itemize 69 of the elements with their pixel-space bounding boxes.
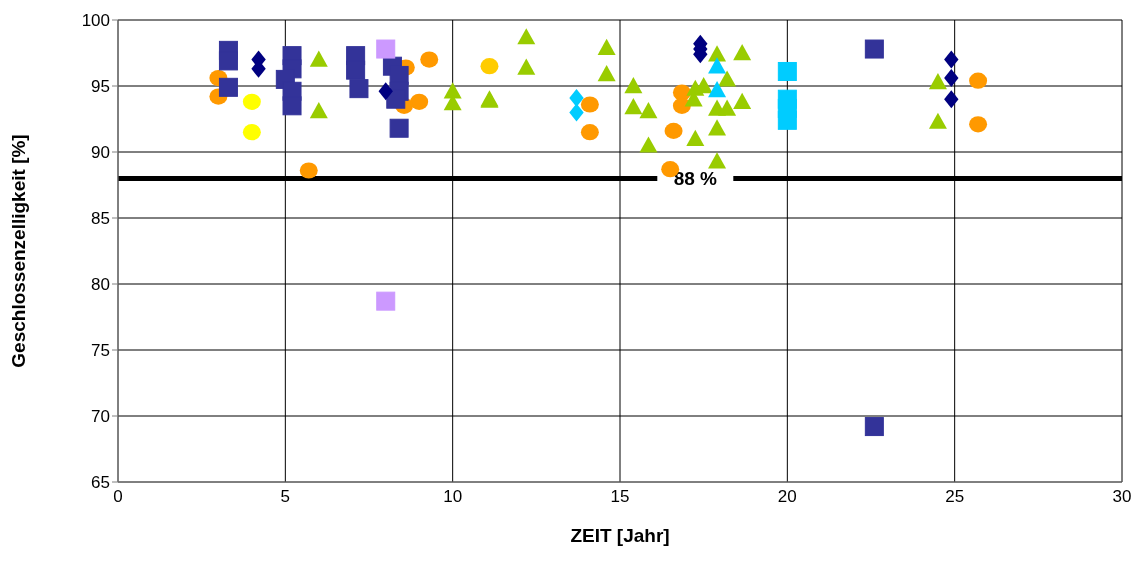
point bbox=[928, 112, 947, 129]
y-tick-label: 70 bbox=[91, 407, 110, 427]
point bbox=[389, 118, 409, 138]
x-axis-title: ZEIT [Jahr] bbox=[570, 525, 670, 546]
x-tick-label: 0 bbox=[113, 487, 123, 507]
y-tick-label: 90 bbox=[91, 143, 110, 163]
y-tick-label: 75 bbox=[91, 341, 110, 361]
point bbox=[708, 119, 727, 136]
y-axis-title: Geschlossenzelligkeit [%] bbox=[7, 134, 29, 368]
point bbox=[708, 45, 727, 62]
point bbox=[218, 77, 238, 97]
point bbox=[708, 80, 727, 98]
point bbox=[378, 82, 393, 101]
point bbox=[718, 70, 737, 87]
point bbox=[480, 58, 499, 75]
point bbox=[624, 98, 643, 115]
point bbox=[969, 116, 988, 133]
x-tick-label: 20 bbox=[777, 487, 797, 507]
point bbox=[349, 79, 369, 99]
point bbox=[864, 417, 884, 437]
point bbox=[580, 124, 599, 141]
point bbox=[299, 162, 318, 179]
point bbox=[969, 72, 988, 89]
point bbox=[777, 61, 797, 81]
ref-line-label: 88 % bbox=[673, 167, 718, 189]
point bbox=[218, 51, 238, 71]
point bbox=[309, 102, 328, 119]
point bbox=[410, 93, 429, 110]
point bbox=[580, 96, 599, 113]
x-tick-label: 25 bbox=[945, 487, 965, 507]
point bbox=[864, 39, 884, 59]
point bbox=[928, 73, 947, 90]
point bbox=[376, 39, 396, 59]
point bbox=[569, 88, 584, 107]
point bbox=[944, 69, 959, 88]
point bbox=[639, 136, 658, 153]
point bbox=[639, 102, 658, 119]
point bbox=[733, 44, 752, 61]
point bbox=[376, 291, 396, 311]
point bbox=[708, 152, 727, 169]
x-tick-label: 30 bbox=[1112, 487, 1132, 507]
point bbox=[597, 38, 616, 55]
y-tick-label: 65 bbox=[91, 473, 110, 493]
point bbox=[777, 110, 797, 130]
point bbox=[733, 92, 752, 110]
x-tick-label: 10 bbox=[443, 487, 463, 507]
y-tick-label: 95 bbox=[91, 77, 110, 97]
point bbox=[686, 129, 705, 146]
point bbox=[944, 90, 959, 109]
point bbox=[309, 50, 328, 67]
y-tick-label: 80 bbox=[91, 275, 110, 295]
point bbox=[718, 99, 737, 116]
point bbox=[282, 96, 302, 116]
point bbox=[242, 124, 261, 141]
point bbox=[597, 65, 616, 82]
point bbox=[944, 50, 959, 69]
x-tick-label: 5 bbox=[280, 487, 291, 507]
y-tick-label: 85 bbox=[91, 209, 110, 229]
point bbox=[664, 122, 683, 139]
point bbox=[517, 58, 536, 75]
x-tick-label: 15 bbox=[610, 487, 630, 507]
point bbox=[708, 57, 727, 74]
point bbox=[346, 60, 366, 80]
point bbox=[242, 93, 261, 110]
y-tick-label: 100 bbox=[81, 11, 110, 31]
point bbox=[420, 51, 439, 68]
point bbox=[624, 77, 643, 94]
point bbox=[517, 28, 536, 45]
point bbox=[569, 103, 584, 122]
